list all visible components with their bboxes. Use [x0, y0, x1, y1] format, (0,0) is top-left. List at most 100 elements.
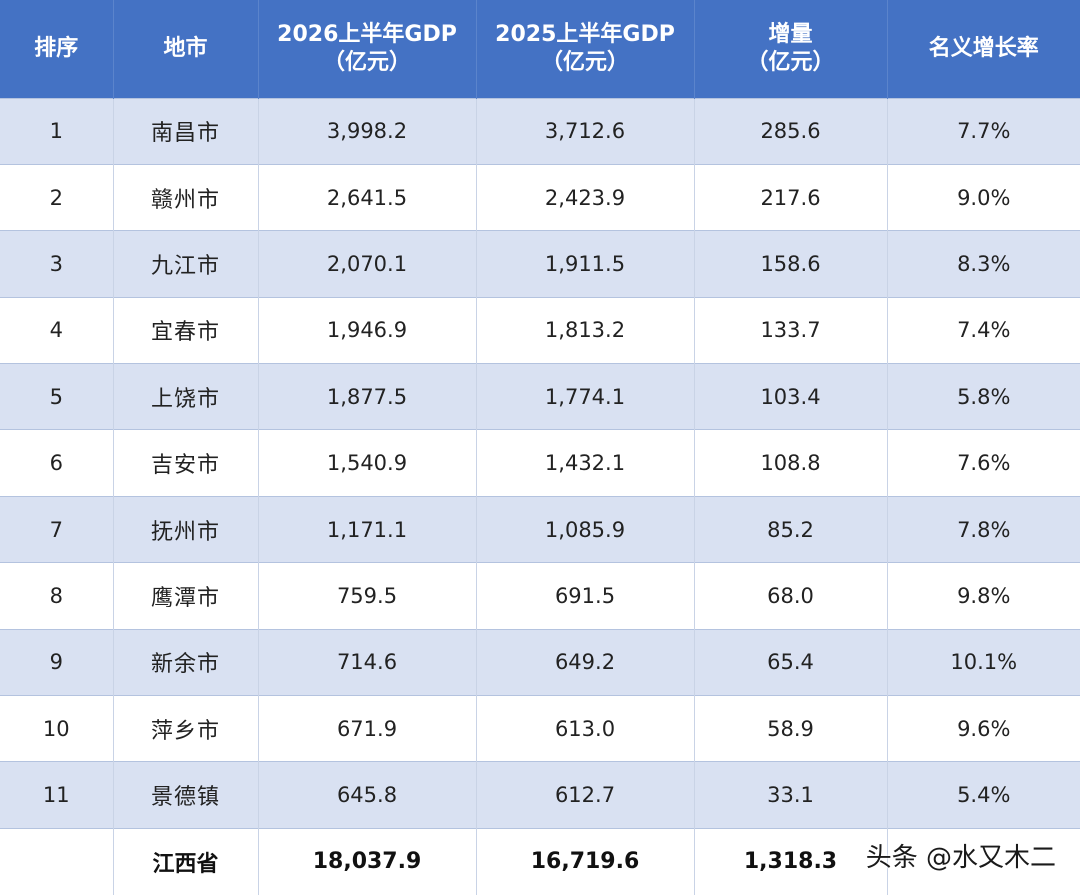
header-row: 排序 地市 2026上半年GDP （亿元） 2025上半年GDP （亿元） 增量… [0, 0, 1080, 98]
cell-increase: 58.9 [694, 695, 888, 762]
cell-growth: 7.8% [887, 495, 1080, 563]
cell-city: 新余市 [113, 628, 259, 696]
cell-gdp-2025: 1,774.1 [476, 363, 695, 430]
cell-growth: 9.8% [887, 562, 1080, 630]
cell-gdp-2025: 612.7 [476, 761, 695, 829]
cell-growth: 7.4% [887, 296, 1080, 364]
cell-gdp-2026: 714.6 [258, 628, 477, 696]
header-gdp-2025: 2025上半年GDP （亿元） [476, 0, 695, 98]
cell-rank: 4 [0, 296, 114, 364]
header-gdp-2025-line1: 2025上半年GDP [495, 21, 675, 47]
cell-gdp-2025: 691.5 [476, 562, 695, 630]
table-row: 7 抚州市 1,171.1 1,085.9 85.2 7.8% [0, 495, 1080, 563]
cell-increase: 65.4 [694, 628, 888, 696]
header-gdp-2026-line1: 2026上半年GDP [277, 21, 457, 47]
cell-gdp-2026: 1,946.9 [258, 296, 477, 364]
cell-gdp-2025: 613.0 [476, 695, 695, 762]
cell-rank: 2 [0, 163, 114, 231]
table-row: 2 赣州市 2,641.5 2,423.9 217.6 9.0% [0, 163, 1080, 231]
header-increase-line2: （亿元） [746, 49, 835, 75]
cell-gdp-2026: 1,540.9 [258, 429, 477, 497]
cell-rank: 8 [0, 562, 114, 630]
cell-rank: 10 [0, 695, 114, 762]
cell-gdp-2026: 671.9 [258, 695, 477, 762]
total-city: 江西省 [113, 827, 259, 895]
cell-city: 鹰潭市 [113, 562, 259, 630]
cell-city: 南昌市 [113, 97, 259, 165]
cell-gdp-2026: 2,070.1 [258, 230, 477, 298]
cell-increase: 33.1 [694, 761, 888, 829]
cell-increase: 158.6 [694, 230, 888, 298]
cell-growth: 10.1% [887, 628, 1080, 696]
cell-gdp-2026: 1,877.5 [258, 363, 477, 430]
cell-growth: 9.0% [887, 163, 1080, 231]
cell-city: 上饶市 [113, 363, 259, 430]
table-row: 3 九江市 2,070.1 1,911.5 158.6 8.3% [0, 230, 1080, 298]
cell-increase: 285.6 [694, 97, 888, 165]
cell-rank: 1 [0, 97, 114, 165]
header-increase-line1: 增量 [768, 21, 813, 47]
cell-gdp-2026: 645.8 [258, 761, 477, 829]
cell-rank: 7 [0, 495, 114, 563]
cell-city: 赣州市 [113, 163, 259, 231]
cell-city: 吉安市 [113, 429, 259, 497]
cell-gdp-2026: 3,998.2 [258, 97, 477, 165]
header-rank: 排序 [0, 0, 114, 98]
header-increase: 增量 （亿元） [694, 0, 888, 98]
cell-growth: 7.6% [887, 429, 1080, 497]
cell-increase: 103.4 [694, 363, 888, 430]
cell-gdp-2025: 2,423.9 [476, 163, 695, 231]
table-body: 1 南昌市 3,998.2 3,712.6 285.6 7.7% 2 赣州市 2… [0, 97, 1080, 895]
header-gdp-2025-line2: （亿元） [540, 49, 629, 75]
cell-growth: 5.4% [887, 761, 1080, 829]
cell-gdp-2025: 3,712.6 [476, 97, 695, 165]
cell-gdp-2025: 1,813.2 [476, 296, 695, 364]
cell-city: 萍乡市 [113, 695, 259, 762]
cell-gdp-2026: 759.5 [258, 562, 477, 630]
cell-increase: 68.0 [694, 562, 888, 630]
cell-rank: 6 [0, 429, 114, 497]
cell-gdp-2025: 1,911.5 [476, 230, 695, 298]
cell-rank: 5 [0, 363, 114, 430]
cell-rank: 9 [0, 628, 114, 696]
cell-city: 宜春市 [113, 296, 259, 364]
cell-city: 景德镇 [113, 761, 259, 829]
total-gdp-2026: 18,037.9 [258, 827, 477, 895]
cell-rank: 11 [0, 761, 114, 829]
cell-city: 抚州市 [113, 495, 259, 563]
cell-city: 九江市 [113, 230, 259, 298]
cell-increase: 108.8 [694, 429, 888, 497]
header-gdp-2026-line2: （亿元） [322, 49, 411, 75]
total-increase: 1,318.3 [694, 827, 888, 895]
cell-increase: 85.2 [694, 495, 888, 563]
cell-growth: 9.6% [887, 695, 1080, 762]
cell-gdp-2025: 649.2 [476, 628, 695, 696]
table-row: 10 萍乡市 671.9 613.0 58.9 9.6% [0, 695, 1080, 762]
table-row: 5 上饶市 1,877.5 1,774.1 103.4 5.8% [0, 363, 1080, 430]
total-row: 江西省 18,037.9 16,719.6 1,318.3 [0, 827, 1080, 895]
table-header: 排序 地市 2026上半年GDP （亿元） 2025上半年GDP （亿元） 增量… [0, 0, 1080, 98]
table-row: 9 新余市 714.6 649.2 65.4 10.1% [0, 628, 1080, 696]
cell-growth: 8.3% [887, 230, 1080, 298]
total-rank [0, 827, 114, 895]
cell-gdp-2026: 2,641.5 [258, 163, 477, 231]
header-city: 地市 [113, 0, 259, 98]
cell-rank: 3 [0, 230, 114, 298]
total-growth [887, 827, 1080, 895]
cell-increase: 133.7 [694, 296, 888, 364]
cell-gdp-2026: 1,171.1 [258, 495, 477, 563]
cell-gdp-2025: 1,085.9 [476, 495, 695, 563]
table-row: 1 南昌市 3,998.2 3,712.6 285.6 7.7% [0, 97, 1080, 165]
watermark-text: 头条 @水又木二 [865, 843, 1056, 873]
cell-increase: 217.6 [694, 163, 888, 231]
table-row: 8 鹰潭市 759.5 691.5 68.0 9.8% [0, 562, 1080, 630]
table-row: 6 吉安市 1,540.9 1,432.1 108.8 7.6% [0, 429, 1080, 497]
cell-growth: 5.8% [887, 363, 1080, 430]
total-gdp-2025: 16,719.6 [476, 827, 695, 895]
table-row: 4 宜春市 1,946.9 1,813.2 133.7 7.4% [0, 296, 1080, 364]
cell-gdp-2025: 1,432.1 [476, 429, 695, 497]
header-gdp-2026: 2026上半年GDP （亿元） [258, 0, 477, 98]
cell-growth: 7.7% [887, 97, 1080, 165]
header-growth: 名义增长率 [887, 0, 1080, 98]
